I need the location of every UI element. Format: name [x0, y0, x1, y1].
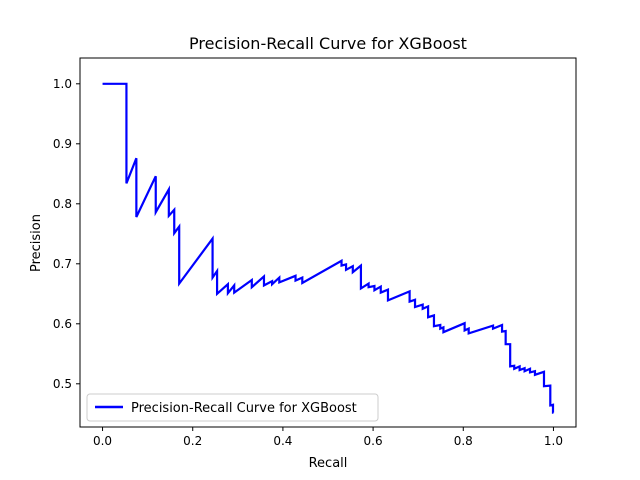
x-tick-label: 0.2	[183, 434, 202, 448]
x-tick-label: 1.0	[544, 434, 563, 448]
legend-label: Precision-Recall Curve for XGBoost	[131, 401, 357, 416]
x-axis: 0.0 0.2 0.4 0.6 0.8 1.0	[93, 427, 563, 448]
y-tick-label: 1.0	[53, 77, 72, 91]
y-tick-label: 0.8	[53, 197, 72, 211]
x-axis-label: Recall	[309, 456, 348, 471]
plot-area	[79, 57, 577, 428]
y-axis-label: Precision	[29, 214, 44, 272]
x-tick-label: 0.4	[273, 434, 292, 448]
chart-title: Precision-Recall Curve for XGBoost	[189, 34, 467, 53]
y-tick-label: 0.5	[53, 377, 72, 391]
y-axis: 0.5 0.6 0.7 0.8 0.9 1.0	[53, 77, 80, 391]
series-layer	[102, 82, 555, 414]
axes-frame	[79, 57, 577, 428]
y-tick-label: 0.6	[53, 317, 72, 331]
y-tick-label: 0.7	[53, 257, 72, 271]
legend-box	[86, 393, 379, 422]
y-tick-label: 0.9	[53, 137, 72, 151]
x-tick-label: 0.6	[364, 434, 383, 448]
x-tick-label: 0.0	[93, 434, 112, 448]
legend: Precision-Recall Curve for XGBoost	[86, 393, 379, 422]
x-tick-label: 0.8	[454, 434, 473, 448]
pr-curve-line	[102, 82, 555, 414]
